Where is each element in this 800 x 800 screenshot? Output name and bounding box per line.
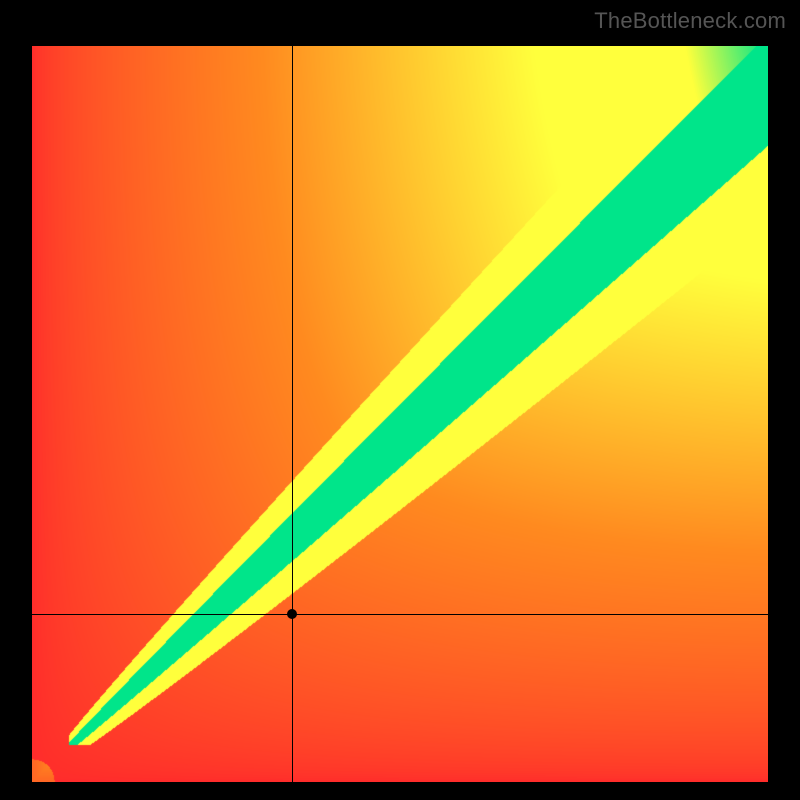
watermark-text: TheBottleneck.com bbox=[594, 8, 786, 34]
crosshair-vertical bbox=[292, 46, 293, 782]
heatmap-canvas bbox=[32, 46, 768, 782]
plot-frame bbox=[26, 40, 774, 788]
plot-area bbox=[32, 46, 768, 782]
crosshair-marker bbox=[287, 609, 297, 619]
crosshair-horizontal bbox=[32, 614, 768, 615]
chart-container: TheBottleneck.com bbox=[0, 0, 800, 800]
